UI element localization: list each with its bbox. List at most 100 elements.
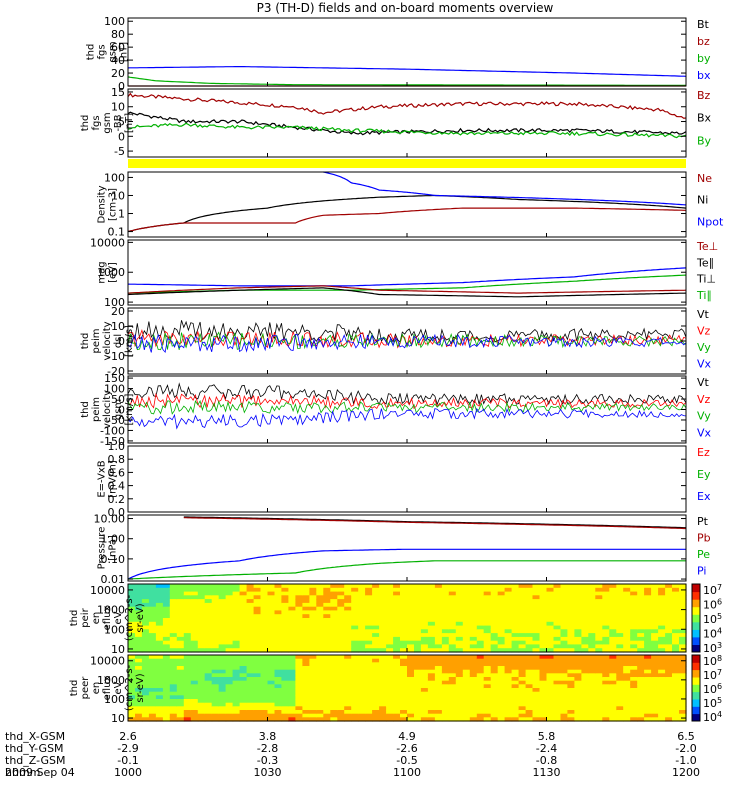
- heatmap-cell: [344, 662, 352, 667]
- heatmap-cell: [386, 610, 394, 615]
- heatmap-cell: [155, 699, 164, 704]
- heatmap-cell: [511, 614, 520, 619]
- heatmap-cell: [267, 648, 276, 653]
- heatmap-cell: [623, 680, 631, 685]
- heatmap-cell: [462, 584, 471, 589]
- heatmap-cell: [420, 699, 429, 704]
- heatmap-cell: [658, 636, 666, 642]
- heatmap-cell: [679, 599, 687, 604]
- heatmap-cell: [211, 644, 220, 649]
- heatmap-cell: [539, 710, 548, 715]
- heatmap-cell: [560, 610, 569, 615]
- heatmap-cell: [581, 658, 589, 663]
- heatmap-cell: [351, 710, 359, 715]
- heatmap-cell: [169, 669, 178, 674]
- y-axis-label: mag[eV]: [97, 261, 119, 283]
- heatmap-cell: [525, 618, 534, 623]
- heatmap-cell: [546, 702, 555, 707]
- heatmap-cell: [190, 695, 199, 700]
- heatmap-cell: [525, 688, 534, 693]
- heatmap-cell: [525, 640, 534, 646]
- heatmap-cell: [204, 644, 213, 649]
- heatmap-cell: [483, 621, 492, 627]
- heatmap-cell: [316, 621, 324, 627]
- heatmap-cell: [232, 677, 241, 682]
- heatmap-cell: [525, 648, 534, 653]
- heatmap-cell: [372, 688, 380, 693]
- heatmap-cell: [372, 614, 380, 619]
- heatmap-cell: [581, 602, 589, 608]
- y-axis-label-line: thd: [69, 680, 80, 697]
- heatmap-cell: [546, 599, 555, 604]
- heatmap-cell: [253, 640, 262, 646]
- heatmap-cell: [135, 717, 143, 722]
- y-tick-label: 100: [104, 383, 125, 396]
- heatmap-cell: [469, 591, 478, 596]
- heatmap-cell: [490, 702, 499, 707]
- heatmap-cell: [309, 695, 317, 700]
- heatmap-cell: [274, 640, 283, 646]
- heatmap-cell: [595, 602, 603, 608]
- heatmap-cell: [679, 713, 687, 718]
- heatmap-cell: [372, 669, 380, 674]
- heatmap-cell: [246, 669, 255, 674]
- heatmap-cell: [630, 673, 638, 678]
- heatmap-cell: [511, 636, 520, 642]
- heatmap-cell: [679, 636, 687, 642]
- heatmap-cell: [176, 688, 185, 693]
- heatmap-cell: [148, 648, 157, 653]
- heatmap-cell: [330, 669, 338, 674]
- heatmap-cell: [483, 691, 492, 696]
- heatmap-cell: [469, 629, 478, 634]
- heatmap-cell: [581, 599, 589, 604]
- heatmap-cell: [441, 658, 450, 663]
- heatmap-cell: [511, 695, 520, 700]
- heatmap-cell: [302, 633, 310, 638]
- heatmap-cell: [225, 636, 234, 642]
- heatmap-cell: [665, 644, 673, 649]
- heatmap-cell: [218, 644, 227, 649]
- heatmap-cell: [372, 662, 380, 667]
- heatmap-cell: [288, 669, 296, 674]
- heatmap-cell: [616, 706, 624, 711]
- heatmap-cell: [644, 621, 652, 627]
- heatmap-cell: [602, 677, 610, 682]
- heatmap-cell: [148, 584, 157, 589]
- heatmap-cell: [651, 610, 659, 615]
- heatmap-cell: [567, 640, 575, 646]
- heatmap-cell: [197, 688, 206, 693]
- heatmap-cell: [379, 677, 387, 682]
- heatmap-cell: [672, 713, 680, 718]
- heatmap-cell: [162, 713, 171, 718]
- heatmap-cell: [407, 595, 415, 600]
- heatmap-cell: [553, 587, 562, 593]
- heatmap-cell: [246, 591, 255, 596]
- heatmap-cell: [246, 599, 255, 604]
- heatmap-cell: [651, 584, 659, 589]
- heatmap-cell: [316, 618, 324, 623]
- y-tick-label: 100: [104, 296, 125, 309]
- heatmap-cell: [302, 621, 310, 627]
- heatmap-cell: [141, 658, 150, 663]
- heatmap-cell: [197, 658, 206, 663]
- heatmap-cell: [414, 625, 422, 630]
- heatmap-cell: [246, 606, 255, 612]
- heatmap-cell: [260, 688, 269, 693]
- heatmap-cell: [462, 599, 471, 604]
- heatmap-cell: [246, 633, 255, 638]
- heatmap-cell: [441, 606, 450, 612]
- heatmap-cell: [651, 691, 659, 696]
- heatmap-cell: [260, 666, 269, 671]
- heatmap-cell: [672, 625, 680, 630]
- heatmap-cell: [595, 710, 603, 715]
- heatmap-cell: [365, 599, 373, 604]
- heatmap-cell: [211, 595, 220, 600]
- heatmap-cell: [644, 587, 652, 593]
- heatmap-cell: [344, 695, 352, 700]
- heatmap-cell: [239, 644, 248, 649]
- heatmap-cell: [302, 602, 310, 608]
- heatmap-cell: [623, 595, 631, 600]
- heatmap-cell: [295, 673, 303, 678]
- heatmap-cell: [616, 644, 624, 649]
- heatmap-cell: [176, 610, 185, 615]
